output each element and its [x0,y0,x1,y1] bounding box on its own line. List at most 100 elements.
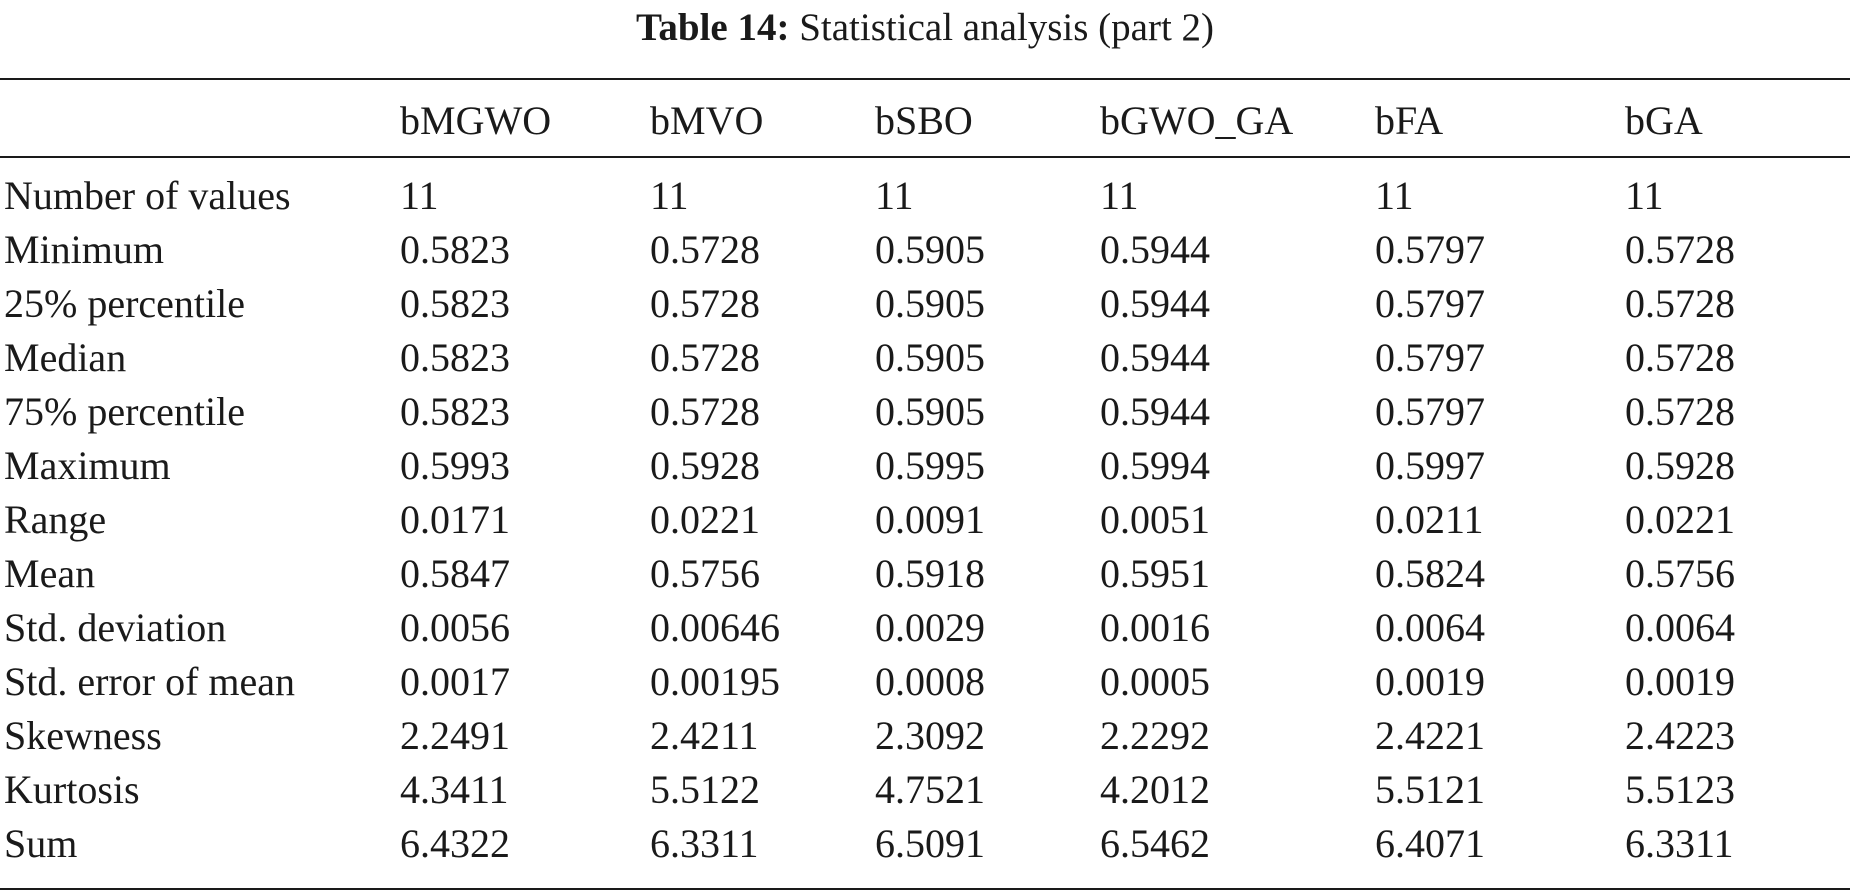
table-cell: 6.5091 [875,820,985,866]
table-cell: 0.0029 [875,604,985,650]
row-label: Kurtosis [4,766,140,812]
column-header: bSBO [875,97,973,143]
table-row: Minimum 0.5823 0.5728 0.5905 0.5944 0.5797 0.5… [0,222,1850,276]
table-cell: 0.5944 [1100,388,1210,434]
table-row: Sum 6.4322 6.3311 6.5091 6.5462 6.4071 6.3311 [0,816,1850,870]
table-cell: 0.5823 [400,388,510,434]
table-header-rule [0,156,1850,158]
table-cell: 0.5944 [1100,226,1210,272]
table-cell: 0.5994 [1100,442,1210,488]
table-cell: 0.5847 [400,550,510,596]
table-row: Range 0.0171 0.0221 0.0091 0.0051 0.0211 0.022… [0,492,1850,546]
table-cell: 0.5995 [875,442,985,488]
table-cell: 0.5928 [650,442,760,488]
table-cell: 0.0221 [1625,496,1735,542]
table-cell: 0.5728 [1625,334,1735,380]
table-cell: 0.0005 [1100,658,1210,704]
table-cell: 0.00646 [650,604,780,650]
table-cell: 0.5993 [400,442,510,488]
table-cell: 0.5905 [875,226,985,272]
table-cell: 6.3311 [650,820,759,866]
column-header: bGA [1625,97,1703,143]
table-cell: 6.4071 [1375,820,1485,866]
table-cell: 0.0056 [400,604,510,650]
table-caption-text: Statistical analysis (part 2) [799,6,1215,49]
table-cell: 0.00195 [650,658,780,704]
table-cell: 0.5905 [875,388,985,434]
table-row: Std. deviation 0.0056 0.00646 0.0029 0.0016 0… [0,600,1850,654]
table-cell: 0.5728 [1625,388,1735,434]
table-cell: 0.0211 [1375,496,1484,542]
row-label: Median [4,334,127,380]
row-label: Maximum [4,442,171,488]
table-cell: 0.5756 [650,550,760,596]
row-label: 25% percentile [4,280,245,326]
table-cell: 0.5824 [1375,550,1485,596]
table-cell: 5.5123 [1625,766,1735,812]
header-corner-cell [0,80,400,156]
table-cell: 0.5728 [650,226,760,272]
row-label: Number of values [4,172,291,218]
table-cell: 2.4223 [1625,712,1735,758]
table-cell: 0.5728 [650,334,760,380]
table-cell: 0.5823 [400,334,510,380]
table-cell: 0.5905 [875,280,985,326]
table-cell: 11 [1625,172,1664,218]
row-label: Sum [4,820,78,866]
column-header: bFA [1375,97,1444,143]
table-cell: 2.3092 [875,712,985,758]
table-row: Median 0.5823 0.5728 0.5905 0.5944 0.5797 0.57… [0,330,1850,384]
table-cell: 0.5728 [650,388,760,434]
table-body: Number of values 11 11 11 11 11 11 Minimum 0.582… [0,156,1850,870]
table-cell: 11 [1375,172,1414,218]
table-cell: 0.5728 [650,280,760,326]
table-cell: 0.5756 [1625,550,1735,596]
table-cell: 0.5823 [400,226,510,272]
table-cell: 4.3411 [400,766,509,812]
table-cell: 0.5918 [875,550,985,596]
table-row: Maximum 0.5993 0.5928 0.5995 0.5994 0.5997 0.5… [0,438,1850,492]
table-cell: 0.5951 [1100,550,1210,596]
row-label: Mean [4,550,96,596]
table-cell: 0.5728 [1625,226,1735,272]
table-cell: 0.5823 [400,280,510,326]
row-label: Std. error of mean [4,658,296,704]
table-cell: 0.0064 [1375,604,1485,650]
table-cell: 0.5928 [1625,442,1735,488]
table-row: Skewness 2.2491 2.4211 2.3092 2.2292 2.4221 2.… [0,708,1850,762]
table-cell: 6.3311 [1625,820,1734,866]
table-row: 75% percentile 0.5823 0.5728 0.5905 0.5944 0.… [0,384,1850,438]
table-cell: 11 [650,172,689,218]
table-top-rule [0,78,1850,80]
table-cell: 0.5944 [1100,280,1210,326]
table-cell: 0.5997 [1375,442,1485,488]
table-cell: 0.0064 [1625,604,1735,650]
table-row: 25% percentile 0.5823 0.5728 0.5905 0.5944 0.… [0,276,1850,330]
row-label: Minimum [4,226,165,272]
table-cell: 11 [875,172,914,218]
table-cell: 0.0019 [1625,658,1735,704]
table-cell: 0.0051 [1100,496,1210,542]
table-cell: 2.4211 [650,712,759,758]
column-header: bMGWO [400,97,552,143]
statistics-table: bMGWO bMVO bSBO bGWO_GA bFA bGA Number o… [0,80,1850,870]
table-cell: 11 [1100,172,1139,218]
table-row: Kurtosis 4.3411 5.5122 4.7521 4.2012 5.5121 5.… [0,762,1850,816]
table-cell: 0.0017 [400,658,510,704]
table-cell: 5.5121 [1375,766,1485,812]
table-cell: 0.5797 [1375,334,1485,380]
table-cell: 0.0016 [1100,604,1210,650]
table-cell: 0.5905 [875,334,985,380]
table-cell: 11 [400,172,439,218]
table-cell: 2.2292 [1100,712,1210,758]
table-cell: 0.5944 [1100,334,1210,380]
table-cell: 0.0171 [400,496,510,542]
column-header: bGWO_GA [1100,97,1294,143]
table-cell: 0.5797 [1375,388,1485,434]
table-caption-label: Table 14: [635,6,790,49]
table-cell: 0.5797 [1375,280,1485,326]
table-cell: 6.5462 [1100,820,1210,866]
table-cell: 0.0221 [650,496,760,542]
row-label: Skewness [4,712,162,758]
row-label: Range [4,496,107,542]
